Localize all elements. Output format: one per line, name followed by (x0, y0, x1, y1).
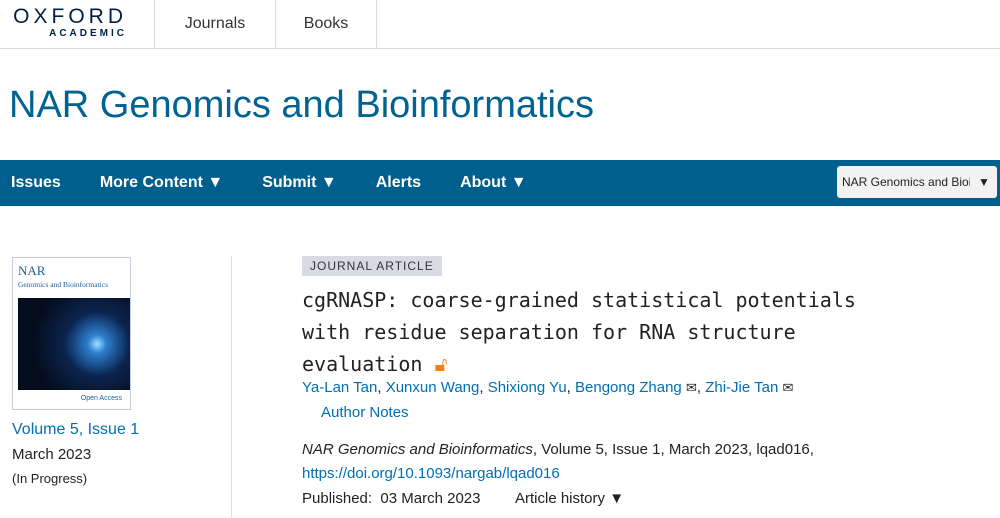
citation-journal: NAR Genomics and Bioinformatics (302, 441, 533, 458)
author-link[interactable]: Xunxun Wang (385, 379, 480, 396)
issue-cover[interactable]: NAR Genomics and Bioinformatics Open Acc… (12, 257, 131, 410)
article-history-toggle[interactable]: Article history ▼ (515, 490, 625, 507)
nav-submit[interactable]: Submit ▼ (262, 174, 337, 191)
search-scope-select[interactable]: NAR Genomics and Bioinformatics ▼ (837, 166, 997, 198)
search-scope-value: NAR Genomics and Bioinformatics (842, 175, 970, 189)
cover-subtitle: Genomics and Bioinformatics (18, 280, 108, 289)
tab-journals[interactable]: Journals (154, 0, 275, 48)
issue-status: (In Progress) (12, 471, 88, 486)
published-date: 03 March 2023 (380, 490, 481, 507)
article-type-badge: JOURNAL ARTICLE (302, 256, 442, 276)
envelope-icon[interactable]: ✉ (685, 380, 697, 395)
envelope-icon[interactable]: ✉ (782, 380, 794, 395)
article-title-text: cgRNASP: coarse-grained statistical pote… (302, 288, 856, 376)
issue-date: March 2023 (12, 446, 92, 463)
issue-link[interactable]: Volume 5, Issue 1 (12, 421, 140, 438)
nav-more-content[interactable]: More Content ▼ (99, 174, 224, 191)
citation: NAR Genomics and Bioinformatics, Volume … (302, 441, 814, 458)
author-list: Ya-Lan Tan, Xunxun Wang, Shixiong Yu, Be… (302, 379, 794, 396)
tab-books[interactable]: Books (275, 0, 377, 48)
author-link[interactable]: Shixiong Yu (487, 379, 567, 396)
doi-link[interactable]: https://doi.org/10.1093/nargab/lqad016 (302, 465, 560, 482)
logo-sub: ACADEMIC (49, 28, 127, 39)
oxford-academic-logo[interactable]: OXFORD ACADEMIC (11, 5, 127, 40)
cover-image (18, 298, 130, 390)
nav-alerts[interactable]: Alerts (375, 174, 422, 191)
article-title: cgRNASP: coarse-grained statistical pote… (302, 284, 902, 380)
open-access-icon: 🔓︎ (434, 352, 448, 376)
nav-issues[interactable]: Issues (11, 174, 61, 191)
author-link[interactable]: Bengong Zhang (575, 379, 682, 396)
divider (231, 256, 232, 518)
journal-nav: Issues More Content ▼ Submit ▼ Alerts Ab… (0, 160, 1000, 206)
author-link[interactable]: Zhi-Jie Tan (705, 379, 779, 396)
nav-about[interactable]: About ▼ (460, 174, 527, 191)
published: Published: 03 March 2023 (302, 490, 480, 507)
citation-details: , Volume 5, Issue 1, March 2023, lqad016… (532, 441, 814, 458)
top-bar: OXFORD ACADEMIC Journals Books (0, 0, 1000, 49)
chevron-down-icon: ▼ (978, 175, 990, 189)
journal-title[interactable]: NAR Genomics and Bioinformatics (9, 84, 594, 126)
published-label: Published: (302, 490, 373, 507)
cover-title: NAR (18, 263, 46, 278)
logo-main: OXFORD (13, 5, 127, 28)
cover-footer: Open Access (80, 395, 122, 402)
author-notes-link[interactable]: Author Notes (321, 404, 409, 421)
author-link[interactable]: Ya-Lan Tan (302, 379, 378, 396)
